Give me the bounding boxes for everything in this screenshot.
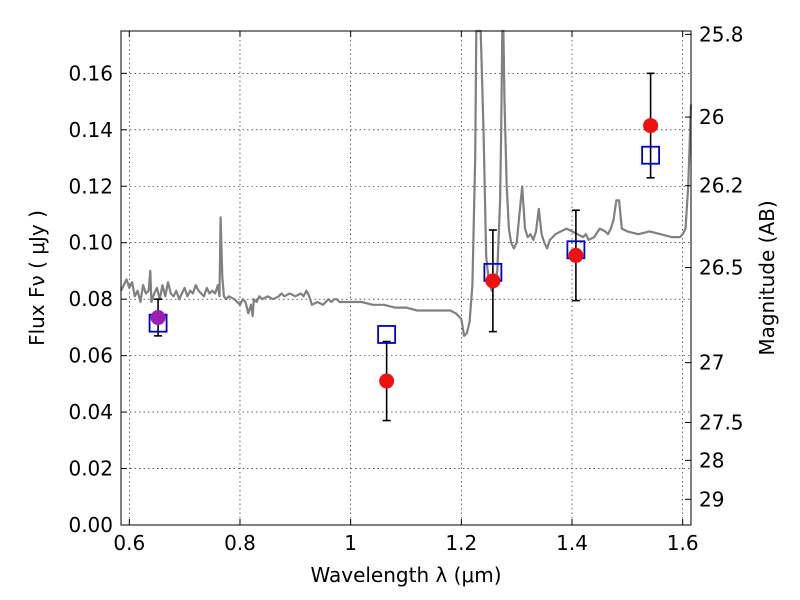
y-tick-label: 0.06	[68, 344, 113, 368]
y2-tick-label: 29	[699, 487, 724, 511]
y2-tick-label: 26	[699, 105, 724, 129]
observed-flux-layer	[150, 118, 659, 389]
axis-ticks: 0.6 0.8 1 1.2 1.4 1.6 0.00 0.02 0.04 0.06 0.08 0.10…	[68, 22, 743, 555]
y-tick-label: 0.00	[68, 513, 113, 537]
y-tick-label: 0.16	[68, 61, 113, 85]
model-photometry-square	[641, 145, 661, 165]
y-tick-label: 0.02	[68, 457, 113, 481]
observed-flux-point	[150, 310, 166, 326]
observed-flux-point	[379, 373, 395, 389]
x-tick-label: 1	[344, 531, 357, 555]
grid-lines	[121, 31, 691, 526]
observed-flux-point	[643, 118, 659, 134]
observed-flux-point	[485, 273, 501, 289]
y2-tick-label: 26.2	[699, 174, 744, 198]
x-tick-label: 1.6	[667, 531, 699, 555]
y-tick-label: 0.10	[68, 231, 113, 255]
y-tick-label: 0.08	[68, 287, 113, 311]
observed-flux-point	[568, 247, 584, 263]
x-tick-label: 0.8	[224, 531, 256, 555]
y2-tick-label: 26.5	[699, 256, 744, 280]
model-photometry-layer	[148, 145, 661, 344]
y-tick-label: 0.04	[68, 400, 113, 424]
y2-tick-label: 28	[699, 448, 724, 472]
x-tick-label: 1.2	[445, 531, 477, 555]
spectrum-layer	[120, 29, 693, 337]
x-tick-label: 0.6	[113, 531, 145, 555]
errorbar-layer	[154, 72, 655, 422]
y-tick-label: 0.12	[68, 174, 113, 198]
y2-tick-label: 25.8	[699, 22, 744, 46]
x-tick-label: 1.4	[556, 531, 588, 555]
x-axis-label: Wavelength λ (μm)	[310, 563, 501, 587]
model-photometry-square	[377, 325, 397, 344]
plot-frame	[120, 30, 692, 526]
y2-axis-label: Magnitude (AB)	[755, 200, 779, 355]
y-tick-label: 0.14	[68, 118, 113, 142]
y-axis-label: Flux Fν ( μJy )	[25, 210, 49, 346]
spectrum-line	[120, 29, 693, 337]
y2-tick-label: 27.5	[699, 411, 744, 435]
y2-tick-label: 27	[699, 351, 724, 375]
